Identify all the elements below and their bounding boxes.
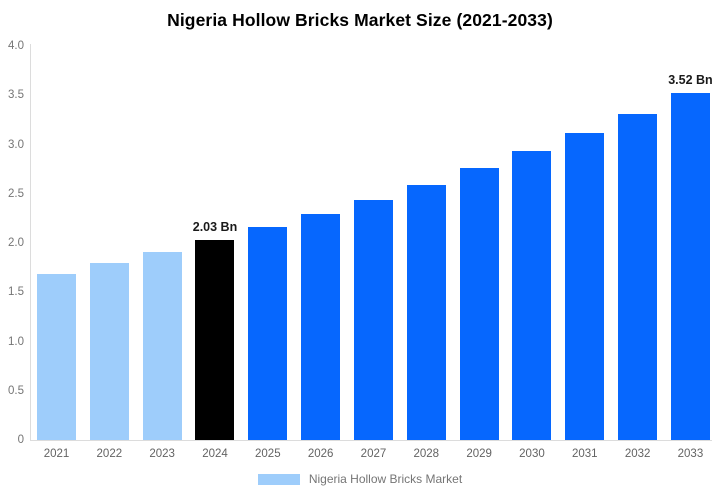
bar-2030 bbox=[512, 151, 552, 440]
legend-swatch bbox=[257, 473, 300, 485]
data-label-2024: 2.03 Bn bbox=[192, 220, 238, 234]
x-tick-label-2030: 2030 bbox=[519, 448, 545, 460]
bar-2024 bbox=[195, 240, 235, 440]
y-tick-label: 2.0 bbox=[8, 237, 24, 249]
x-tick-label-2033: 2033 bbox=[677, 448, 704, 460]
x-tick-label-2027: 2027 bbox=[360, 448, 387, 460]
chart-title: Nigeria Hollow Bricks Market Size (2021-… bbox=[167, 10, 553, 30]
x-tick-label-2029: 2029 bbox=[466, 448, 492, 460]
x-tick-label-2026: 2026 bbox=[307, 448, 334, 460]
y-tick-label: 0 bbox=[17, 434, 24, 446]
bar-2033 bbox=[670, 93, 710, 440]
x-tick-label-2028: 2028 bbox=[413, 448, 440, 460]
legend: Nigeria Hollow Bricks Market bbox=[0, 472, 720, 486]
y-tick-label: 1.0 bbox=[8, 335, 24, 348]
bar-2021 bbox=[37, 273, 76, 440]
y-tick-label: 0.5 bbox=[8, 384, 24, 397]
bar-column-2028: 2028 bbox=[406, 46, 446, 460]
x-axis-line bbox=[30, 440, 712, 441]
bar-2032 bbox=[618, 114, 658, 440]
bar-column-2021: 2021 bbox=[37, 46, 76, 460]
y-tick-label: 2.5 bbox=[8, 187, 24, 200]
x-tick-label-2024: 2024 bbox=[202, 448, 228, 460]
x-tick-label-2025: 2025 bbox=[255, 448, 281, 460]
bar-column-2030: 2030 bbox=[512, 46, 552, 460]
bar-column-2026: 2026 bbox=[301, 46, 341, 460]
bar-column-2029: 2029 bbox=[459, 46, 499, 460]
x-tick-label-2023: 2023 bbox=[149, 448, 175, 460]
y-tick-label: 4.0 bbox=[8, 40, 24, 52]
bar-2023 bbox=[142, 251, 182, 440]
bar-2022 bbox=[89, 262, 129, 440]
bar-column-2027: 2027 bbox=[353, 46, 393, 460]
y-tick-label: 3.0 bbox=[8, 138, 24, 151]
bar-2026 bbox=[301, 214, 341, 440]
y-tick-label: 3.5 bbox=[8, 89, 24, 102]
bar-2028 bbox=[406, 184, 446, 440]
bar-2029 bbox=[459, 168, 499, 440]
y-axis-line bbox=[30, 44, 31, 440]
bar-2025 bbox=[248, 227, 288, 440]
bar-column-2024: 2024 2.03 Bn bbox=[192, 46, 238, 460]
bar-column-2033: 2033 3.52 Bn bbox=[668, 46, 713, 460]
legend-label: Nigeria Hollow Bricks Market bbox=[308, 472, 463, 486]
bar-column-2025: 2025 bbox=[248, 46, 288, 460]
data-label-2033: 3.52 Bn bbox=[668, 73, 713, 88]
x-tick-label-2022: 2022 bbox=[96, 448, 123, 460]
bar-series: 2021 2022 2023 2024 2.03 Bn 2025 2026 2027 2028 2… bbox=[37, 46, 713, 460]
x-tick-label-2021: 2021 bbox=[43, 448, 70, 460]
bar-column-2032: 2032 bbox=[618, 46, 658, 460]
x-tick-label-2032: 2032 bbox=[624, 448, 651, 460]
bar-2031 bbox=[565, 132, 605, 440]
bar-column-2031: 2031 bbox=[565, 46, 605, 460]
y-tick-label: 1.5 bbox=[8, 286, 24, 299]
x-tick-label-2031: 2031 bbox=[571, 448, 598, 460]
bar-column-2022: 2022 bbox=[89, 46, 129, 460]
bar-2027 bbox=[353, 199, 393, 440]
bar-column-2023: 2023 bbox=[142, 46, 182, 460]
